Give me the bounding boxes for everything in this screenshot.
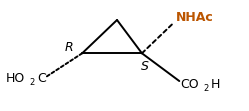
Text: S: S	[141, 60, 149, 73]
Text: CO: CO	[181, 78, 199, 91]
Text: 2: 2	[29, 78, 35, 87]
Text: NHAc: NHAc	[176, 11, 213, 24]
Text: 2: 2	[204, 84, 209, 93]
Text: R: R	[65, 41, 73, 54]
Text: HO: HO	[6, 72, 25, 85]
Text: H: H	[210, 78, 220, 91]
Text: C: C	[37, 72, 46, 85]
